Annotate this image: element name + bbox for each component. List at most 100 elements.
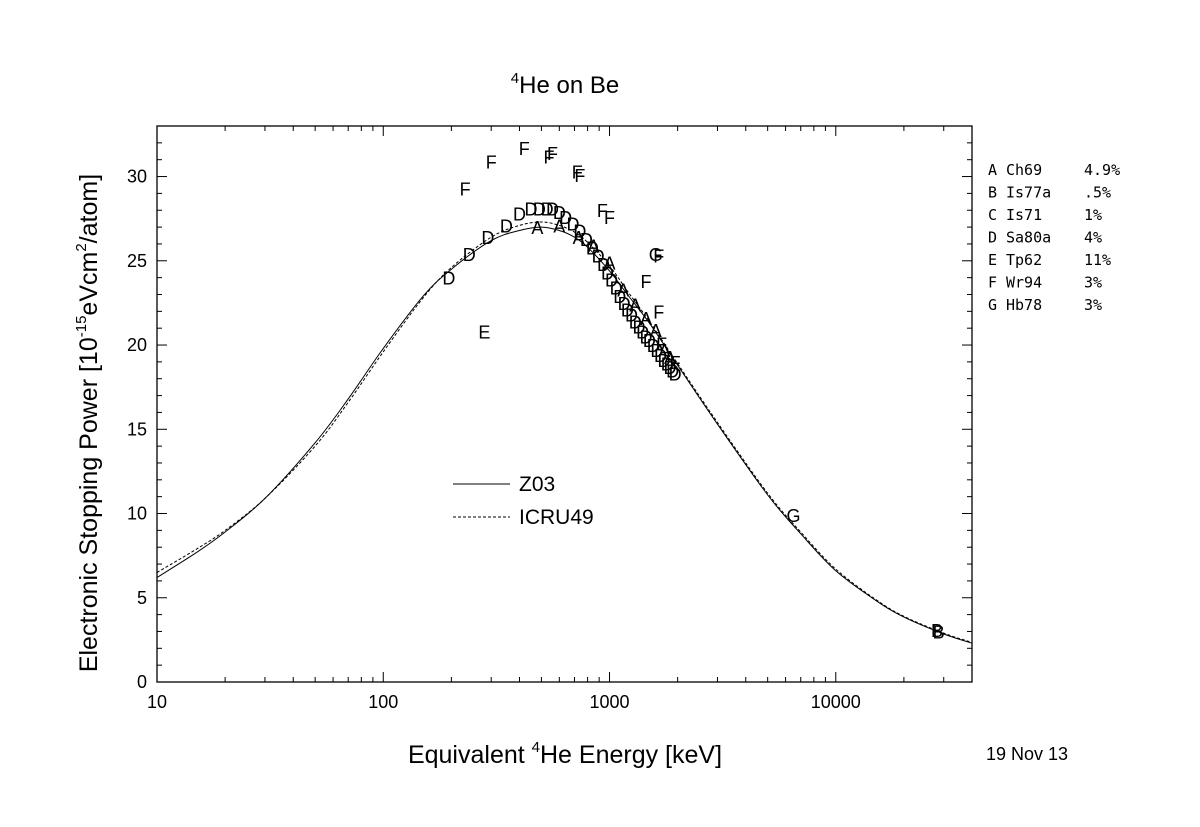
date-stamp: 19 Nov 13 [986,744,1068,764]
point-sa80a: D [533,200,546,220]
curve-z03 [157,226,972,644]
point-ch69: A [640,309,652,329]
point-sa80a: D [654,346,667,366]
point-sa80a: D [546,200,559,220]
point-tp62: E [478,323,490,343]
point-sa80a: D [618,294,631,314]
point-sa80a: D [500,216,513,236]
y-axis-label-post: /atom] [75,174,103,243]
y-axis-label-mid: eVcm [75,252,103,316]
chart-title-sup: 4 [511,70,519,87]
point-sa80a: D [610,279,623,299]
point-sa80a: D [647,336,660,356]
point-sa80a: D [633,317,646,337]
y-tick-label: 15 [127,419,147,439]
legend-marker: G [988,296,997,314]
point-ch69: A [617,280,629,300]
point-wr94: F [486,152,497,172]
legend-error: 11% [1084,251,1111,269]
point-sa80a: D [573,221,586,241]
y-tick-label: 30 [127,167,147,187]
point-sa80a: D [621,301,634,321]
point-sa80a: D [669,365,682,385]
point-sa80a: D [605,270,618,290]
y-tick-label: 0 [137,672,147,692]
point-wr94: F [547,144,558,164]
point-sa80a: D [650,341,663,361]
point-wr94: F [670,353,681,373]
point-ch69: A [573,228,585,248]
legend-error: 3% [1084,274,1102,292]
point-wr94: F [641,272,652,292]
legend-marker: B [988,184,997,202]
point-sa80a: D [559,208,572,228]
legend-marker: D [988,229,997,247]
x-tick-label: 100 [368,692,398,712]
legend-name: Ch69 [1006,161,1042,179]
point-sa80a: D [567,215,580,235]
point-ch69: A [659,341,671,361]
y-tick-label: 20 [127,335,147,355]
point-ch69: A [629,296,641,316]
point-wr94: F [656,334,667,354]
inset-legend-label-icru49: ICRU49 [519,506,594,529]
point-sa80a: D [553,203,566,223]
x-tick-label: 10 [147,692,167,712]
x-axis-label-pre: Equivalent [408,741,532,769]
point-ch69: A [553,216,565,236]
x-tick-label: 10000 [811,692,861,712]
legend-name: Is71 [1006,206,1042,224]
point-is77a: B [933,622,945,642]
legend-error: 4% [1084,229,1102,247]
point-hb78: G [649,245,663,265]
point-sa80a: D [663,358,676,378]
point-sa80a: D [661,355,674,375]
plot-frame [156,125,973,683]
legend-marker: F [988,274,997,292]
point-ch69: A [588,237,600,257]
point-sa80a: D [586,238,599,258]
legend-error: 4.9% [1084,161,1120,179]
point-sa80a: D [625,306,638,326]
legend-name: Hb78 [1006,296,1042,314]
point-sa80a: D [541,200,554,220]
point-wr94: F [460,179,471,199]
legend-marker: C [988,206,997,224]
point-sa80a: D [463,245,476,265]
point-is77a: B [931,621,943,641]
y-tick-label: 5 [137,588,147,608]
legend-error: 1% [1084,206,1102,224]
inset-legend-label-z03: Z03 [519,473,555,496]
legend-name: Is77a [1006,184,1051,202]
point-sa80a: D [629,312,642,332]
point-ch69: A [604,253,616,273]
chart-title-text: He on Be [519,72,619,99]
point-sa80a: D [657,351,670,371]
point-sa80a: D [636,323,649,343]
x-axis-label-sup: 4 [532,739,540,756]
point-sa80a: D [613,287,626,307]
legend-name: Sa80a [1006,229,1051,247]
y-axis-label-pre: Electronic Stopping Power [10 [75,337,103,672]
x-tick-label: 1000 [589,692,629,712]
point-wr94: F [597,201,608,221]
y-axis-label: Electronic Stopping Power [10-15eVcm2/at… [73,174,103,672]
point-ch69: A [650,321,662,341]
point-sa80a: D [525,200,538,220]
chart-title: 4He on Be [511,70,619,99]
point-sa80a: D [601,264,614,284]
legend-name: Tp62 [1006,251,1042,269]
point-hb78: G [786,506,800,526]
legend-marker: E [988,251,997,269]
point-sa80a: D [592,247,605,267]
point-wr94: F [519,139,530,159]
point-sa80a: D [442,269,455,289]
point-sa80a: D [513,205,526,225]
legend-error: 3% [1084,296,1102,314]
point-sa80a: D [481,228,494,248]
point-wr94: F [604,208,615,228]
point-wr94: F [653,247,664,267]
y-tick-label: 10 [127,504,147,524]
